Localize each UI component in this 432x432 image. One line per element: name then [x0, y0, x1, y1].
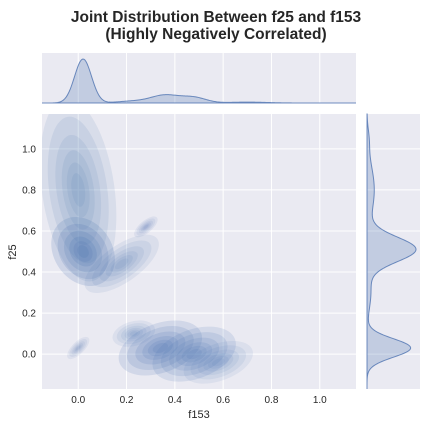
kde-contour [135, 331, 186, 365]
y-tick-label: 0.8 [22, 185, 36, 196]
kde-contour [143, 224, 149, 229]
top-marginal-grid [77, 53, 321, 103]
kde-contour [140, 222, 151, 232]
kde-contour [134, 216, 158, 238]
kde-contour [127, 329, 141, 338]
right-density-curve [366, 113, 417, 389]
kde-contour [57, 223, 109, 280]
kde-contour [105, 251, 138, 277]
kde-contour [197, 349, 240, 376]
y-tick-label: 1.0 [22, 144, 36, 155]
top-density-curve [42, 58, 356, 104]
kde-contour [69, 339, 88, 357]
kde-contour [99, 246, 145, 282]
kde-contour [55, 134, 102, 245]
kde-contour [118, 320, 203, 376]
kde-contour [116, 323, 151, 345]
right-marginal-panel [367, 114, 420, 389]
kde-contour [61, 150, 95, 230]
joint-kde-density [42, 114, 253, 384]
x-tick-label: 0.8 [265, 395, 279, 406]
kde-contour [63, 230, 103, 273]
kde-contour [42, 114, 117, 282]
kde-contour [138, 220, 153, 234]
kde-contour [190, 345, 247, 380]
kde-contour [203, 353, 234, 372]
joint-grid [42, 114, 356, 389]
kde-contour [152, 326, 236, 382]
kde-contour [176, 342, 213, 367]
kde-contour [73, 241, 93, 262]
kde-contour [67, 336, 90, 360]
kde-contour [84, 234, 159, 293]
chart-title: Joint Distribution Between f25 and f153 [71, 9, 362, 26]
kde-contour [147, 339, 173, 357]
kde-contour [152, 342, 169, 353]
joint-panel [42, 114, 356, 389]
kde-contour [142, 223, 150, 231]
y-tick-label: 0.6 [22, 226, 36, 237]
top-marginal-density [42, 58, 356, 104]
kde-contour [181, 345, 207, 363]
x-tick-label: 0.6 [216, 395, 230, 406]
kde-contour [211, 358, 225, 367]
kde-contour [76, 345, 81, 350]
kde-contour [136, 218, 156, 236]
kde-contour [114, 258, 129, 270]
kde-contour [91, 240, 152, 288]
kde-contour [73, 343, 84, 353]
kde-contour [160, 332, 228, 377]
x-tick-label: 0.2 [120, 395, 134, 406]
kde-contour [69, 236, 97, 267]
kde-contour [77, 245, 89, 258]
kde-contour [183, 340, 253, 384]
kde-contour [169, 337, 220, 371]
kde-contour [129, 331, 138, 337]
x-tick-labels: 0.0 0.2 0.4 0.6 0.8 1.0 [71, 395, 327, 406]
x-tick-label: 0.0 [71, 395, 85, 406]
x-tick-label: 0.4 [168, 395, 182, 406]
chart-subtitle: (Highly Negatively Correlated) [105, 26, 326, 43]
y-tick-label: 0.0 [22, 350, 36, 361]
kde-contour [121, 325, 147, 342]
x-tick-label: 1.0 [313, 395, 327, 406]
y-tick-label: 0.2 [22, 309, 36, 320]
y-tick-labels: 0.0 0.2 0.4 0.6 0.8 1.0 [22, 144, 36, 360]
y-axis-label: f25 [7, 244, 19, 259]
kde-contour [74, 344, 82, 352]
kde-contour [207, 355, 229, 369]
right-marginal-density [366, 113, 417, 389]
kde-contour [124, 327, 143, 340]
kde-contour [47, 116, 109, 264]
kde-contour [112, 320, 156, 347]
kde-contour [186, 349, 202, 360]
kde-contour [110, 255, 133, 273]
kde-contour [142, 336, 179, 360]
right-marginal-grid [367, 148, 420, 355]
top-marginal-panel [42, 53, 356, 103]
x-axis-label: f153 [188, 409, 209, 421]
kde-contour [71, 341, 85, 355]
kde-contour [71, 173, 86, 207]
kde-contour [66, 162, 90, 218]
kde-contour [126, 325, 194, 370]
kde-contour [51, 216, 115, 287]
y-tick-label: 0.4 [22, 268, 36, 279]
